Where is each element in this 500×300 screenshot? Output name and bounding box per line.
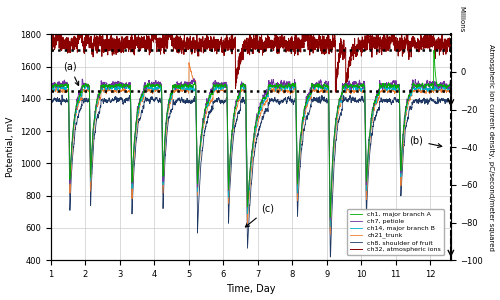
ch7, petiole xyxy=(448,82,454,86)
ch1, major branch A xyxy=(201,116,207,120)
ch21_trunk xyxy=(201,122,207,126)
ch7, petiole xyxy=(346,81,352,84)
ch32, atmospheric ions xyxy=(288,37,294,40)
ch14, major branch B xyxy=(201,119,207,122)
ch7, petiole xyxy=(191,77,197,80)
ch8, shoulder of fruit xyxy=(48,98,54,101)
Line: ch1, major branch A: ch1, major branch A xyxy=(51,50,451,217)
Y-axis label: Atmospheric ion current density, pC/second/meter squared: Atmospheric ion current density, pC/seco… xyxy=(488,44,494,250)
ch1, major branch A xyxy=(48,84,54,88)
Line: ch21_trunk: ch21_trunk xyxy=(51,63,451,234)
ch7, petiole xyxy=(48,84,54,88)
ch8, shoulder of fruit xyxy=(327,255,333,259)
ch32, atmospheric ions xyxy=(346,57,352,61)
ch32, atmospheric ions xyxy=(448,46,454,50)
ch21_trunk xyxy=(48,89,54,93)
ch14, major branch B xyxy=(327,225,333,229)
ch8, shoulder of fruit xyxy=(201,135,207,139)
ch1, major branch A xyxy=(430,49,436,52)
ch14, major branch B xyxy=(437,82,443,85)
Line: ch14, major branch B: ch14, major branch B xyxy=(51,83,451,227)
ch8, shoulder of fruit xyxy=(288,98,294,101)
ch1, major branch A xyxy=(120,83,126,86)
ch21_trunk xyxy=(288,90,294,94)
ch8, shoulder of fruit xyxy=(377,99,383,103)
ch32, atmospheric ions xyxy=(48,36,54,40)
Text: (c): (c) xyxy=(246,204,274,227)
ch32, atmospheric ions xyxy=(168,22,174,26)
ch8, shoulder of fruit xyxy=(308,105,314,109)
ch14, major branch B xyxy=(48,85,54,89)
ch21_trunk xyxy=(327,232,333,236)
ch32, atmospheric ions xyxy=(120,38,126,42)
Line: ch32, atmospheric ions: ch32, atmospheric ions xyxy=(51,24,451,92)
Legend: ch1, major branch A, ch7, petiole, ch14, major branch B, ch21_trunk, ch8, should: ch1, major branch A, ch7, petiole, ch14,… xyxy=(348,209,444,255)
ch1, major branch A xyxy=(346,85,352,88)
ch21_trunk xyxy=(186,61,192,64)
ch21_trunk xyxy=(346,89,352,93)
ch32, atmospheric ions xyxy=(333,91,339,94)
ch14, major branch B xyxy=(346,88,352,91)
X-axis label: Time, Day: Time, Day xyxy=(226,284,276,294)
ch14, major branch B xyxy=(120,85,126,89)
ch7, petiole xyxy=(201,118,207,122)
ch7, petiole xyxy=(120,82,126,86)
ch14, major branch B xyxy=(288,86,294,90)
Line: ch7, petiole: ch7, petiole xyxy=(51,79,451,220)
Line: ch8, shoulder of fruit: ch8, shoulder of fruit xyxy=(51,95,451,257)
ch7, petiole xyxy=(288,84,294,88)
ch14, major branch B xyxy=(377,85,383,89)
ch1, major branch A xyxy=(288,85,294,89)
ch8, shoulder of fruit xyxy=(59,93,65,97)
ch8, shoulder of fruit xyxy=(448,98,454,102)
ch7, petiole xyxy=(327,218,333,222)
ch1, major branch A xyxy=(448,82,454,86)
ch21_trunk xyxy=(120,89,126,93)
Text: (b): (b) xyxy=(410,136,442,148)
ch21_trunk xyxy=(308,95,314,99)
ch32, atmospheric ions xyxy=(308,48,314,51)
ch21_trunk xyxy=(448,87,454,91)
ch1, major branch A xyxy=(308,91,314,95)
ch1, major branch A xyxy=(377,83,383,86)
ch8, shoulder of fruit xyxy=(120,101,126,104)
ch14, major branch B xyxy=(308,92,314,95)
ch7, petiole xyxy=(377,79,383,83)
ch1, major branch A xyxy=(327,215,333,219)
Text: (a): (a) xyxy=(63,62,78,86)
ch7, petiole xyxy=(308,92,314,95)
ch32, atmospheric ions xyxy=(201,40,207,44)
Text: Millions: Millions xyxy=(459,6,465,32)
Y-axis label: Potential, mV: Potential, mV xyxy=(6,117,15,177)
ch32, atmospheric ions xyxy=(377,41,383,45)
ch14, major branch B xyxy=(448,85,454,89)
ch8, shoulder of fruit xyxy=(346,97,352,101)
ch21_trunk xyxy=(377,90,383,93)
